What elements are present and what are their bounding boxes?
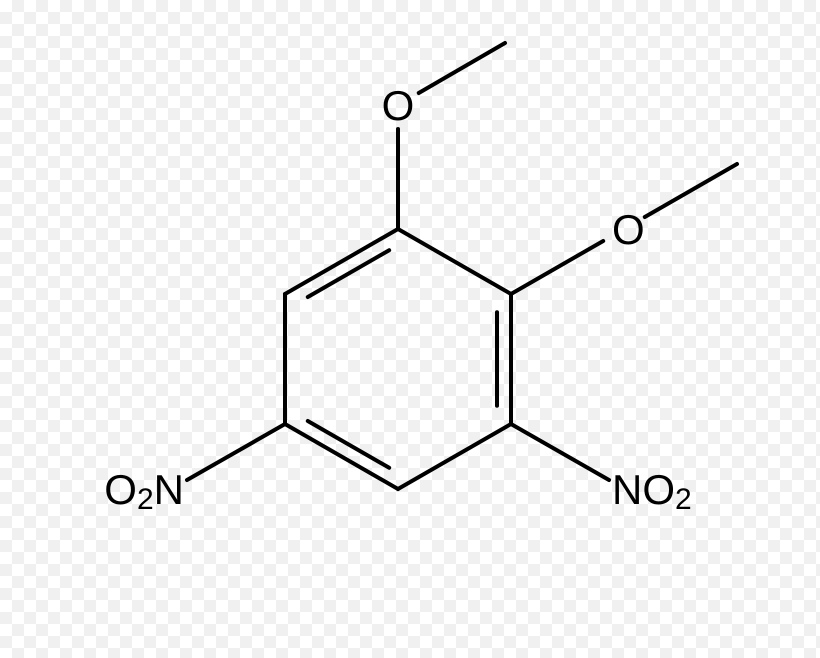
atom-label-O7: O — [382, 82, 415, 129]
atom-label-O9: O — [612, 206, 645, 253]
molecule-diagram: O O NO2 O2N — [0, 0, 820, 658]
atom-label-N11: NO2 — [612, 466, 692, 516]
atom-label-N12: O2N — [104, 466, 184, 516]
bond-layer — [187, 43, 737, 489]
